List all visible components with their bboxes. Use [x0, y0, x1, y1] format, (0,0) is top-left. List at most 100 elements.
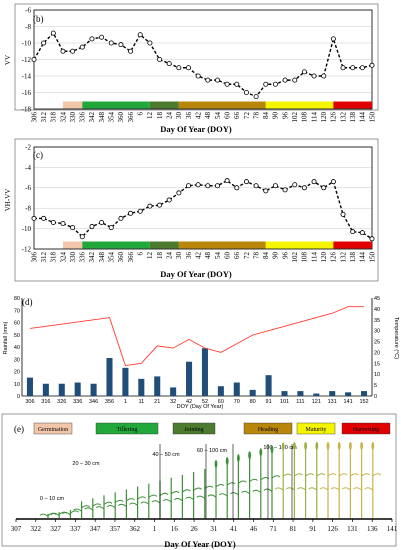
panel-d-rain-bar	[90, 383, 97, 396]
panel-b-data-point	[224, 81, 230, 87]
panel-b-ytick-label: -6	[25, 6, 31, 14]
panel-d-ytick-left: 70	[14, 308, 20, 314]
panel-e-plant-ear	[337, 442, 341, 450]
panel-d-temperature-line	[29, 306, 365, 367]
panel-c-xtick-label: 366	[127, 252, 135, 263]
panel-c-xtick-label: 324	[59, 252, 67, 263]
panel-b-xtick-label: 318	[50, 112, 58, 123]
panel-b-data-point	[234, 81, 240, 87]
panel-e-stage-label: Germination	[38, 427, 68, 433]
panel-e-stage-box-maturity	[296, 422, 336, 435]
panel-e-xtick-label: 41	[230, 525, 238, 533]
panel-d-rain-bar	[138, 378, 145, 396]
panel-e-plant-leaf	[95, 501, 113, 510]
panel-c-stage-germination	[62, 241, 83, 249]
panel-b-data-point	[60, 48, 66, 54]
panel-b-xtick-label: 72	[243, 112, 251, 120]
panel-e-plant-ear	[281, 442, 285, 451]
panel-d-xtick-label: 111	[296, 399, 304, 405]
panel-d-rain-bar	[361, 391, 368, 396]
panel-c-data-point	[330, 179, 336, 185]
panel-e-plant-leaf	[218, 482, 236, 497]
panel-c-ytick-label: -8	[25, 205, 31, 213]
panel-e-xtick-label: 362	[129, 525, 140, 533]
panel-c-data-point	[108, 225, 114, 231]
panel-c-xtick-label: 330	[69, 252, 77, 263]
panel-c-data-point	[60, 220, 66, 226]
panel-c-data-point	[41, 215, 47, 221]
panel-c-xtick-label: 60	[223, 252, 231, 260]
panel-b-data-point	[118, 42, 124, 48]
panel-c-xtick-label: 354	[108, 252, 116, 263]
panel-b-xtick-label: 126	[330, 112, 338, 123]
panel-d-xtick-label: 32	[170, 399, 176, 405]
panel-c-data-point	[176, 190, 182, 196]
panel-b-xtick-label: 324	[59, 112, 67, 123]
panel-e-plant-ear	[259, 448, 263, 457]
panel-b-xtick-label: 60	[223, 112, 231, 120]
panel-d-ytick-right: 15	[374, 361, 380, 367]
panel-c-data-point	[205, 183, 211, 189]
panel-d-ylabel-left: Rainfall (mm)	[3, 321, 9, 354]
panel-c-xtick-label: 6	[137, 252, 145, 256]
panel-c-stage-harvesting	[333, 241, 372, 249]
panel-e-height-annotation: 0 – 10 cm	[40, 496, 65, 502]
panel-d-rain-bar	[265, 375, 272, 396]
panel-b-data-point	[243, 90, 249, 96]
panel-c-xtick-label: 66	[233, 252, 241, 260]
panel-b-xtick-label: 48	[204, 112, 212, 120]
panel-d-rain-bar	[154, 376, 161, 396]
panel-b-xtick-label: 354	[108, 112, 116, 123]
panel-c-xtick-label: 144	[359, 252, 367, 263]
panel-b-xtick-label: 42	[194, 112, 202, 120]
panel-d-xtick-label: 80	[250, 399, 256, 405]
panel-d-xtick-label: 316	[41, 399, 50, 405]
panel-b-data-point	[157, 57, 163, 63]
panel-e-plant-ear	[326, 442, 330, 450]
panel-d-ytick-left: 60	[14, 321, 20, 327]
panel-e-xtick-label: 131	[347, 525, 358, 533]
panel-d-rain-bar	[281, 391, 288, 396]
panel-c-plot-border	[33, 146, 373, 250]
panel-d-ytick-right: 35	[374, 318, 380, 324]
panel-b-data-point	[282, 77, 288, 83]
panel-e-plant-ear	[371, 442, 375, 450]
panel-c-xtick-label: 318	[50, 252, 58, 263]
panel-d-xtick-label: 336	[73, 399, 82, 405]
panel-c-xtick-label: 84	[262, 252, 270, 260]
panel-e-stage-box-jointing	[172, 422, 216, 435]
panel-e-stage-box-germination	[33, 422, 73, 435]
panel-d-ytick-right: 25	[374, 340, 380, 346]
panel-e-xtick-label: 46	[250, 525, 258, 533]
panel-d-ytick-left: 10	[14, 382, 20, 388]
panel-c-ylabel: VH-VV	[4, 189, 12, 212]
panel-e-xtick-label: 26	[191, 525, 199, 533]
panel-c-data-point	[214, 183, 220, 189]
panel-b-xtick-label: 144	[359, 112, 367, 123]
panel-c-data-point	[128, 210, 134, 216]
panel-d-ytick-left: 40	[14, 345, 20, 351]
panel-b-ytick-label: -12	[22, 56, 32, 64]
panel-c-stage-maturity	[265, 241, 334, 249]
panel-e-height-annotation: 40 – 50 cm	[152, 452, 180, 458]
panel-d-xlabel: DOY (Day Of Year)	[177, 404, 224, 410]
panel-c-data-point	[350, 229, 356, 235]
panel-d-ytick-left: 0	[17, 394, 20, 400]
panel-e-plant-leaf	[84, 503, 102, 511]
panel-e-plant-leaf	[263, 475, 281, 492]
panel-d-ytick-right: 20	[374, 350, 380, 356]
panel-c-data-point	[137, 208, 143, 214]
panel-e-plant-ear	[315, 442, 319, 450]
panel-d-xtick-label: 52	[202, 399, 208, 405]
panel-b-xtick-label: 138	[349, 112, 357, 123]
panel-c-data-point	[311, 179, 317, 185]
panel-e-height-annotation: 20 – 30 cm	[72, 461, 100, 467]
panel-e-xtick-label: 81	[290, 525, 298, 533]
panel-e-stage-box-harvesting	[341, 422, 391, 435]
panel-c-data-point	[263, 188, 269, 194]
panel-c-data-point	[157, 202, 163, 208]
panel-b-xtick-label: 36	[185, 112, 193, 120]
panel-d-label: (d)	[22, 297, 33, 307]
panel-b-xtick-label: 132	[339, 112, 347, 123]
panel-e-xtick-label: 136	[367, 525, 378, 533]
